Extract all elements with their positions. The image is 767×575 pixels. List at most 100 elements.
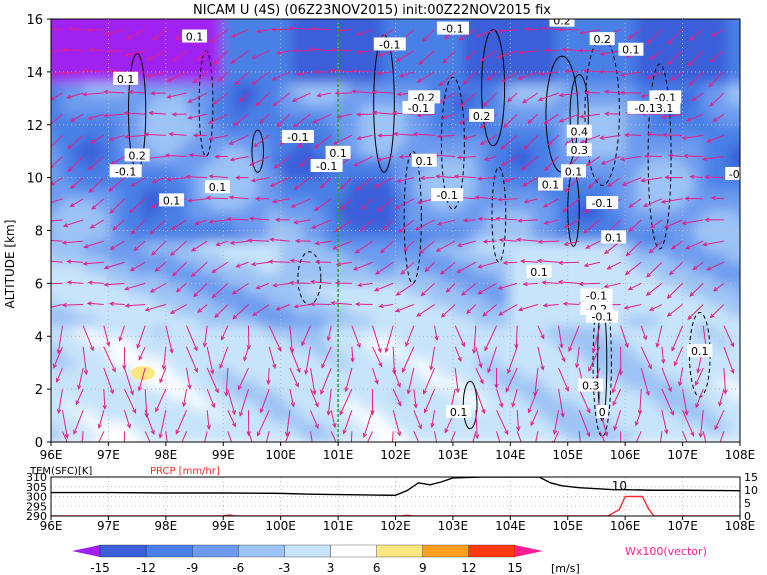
contour-label: -0.1 [591,197,612,210]
contour-label-box [182,29,208,43]
surface-x-tick-label: 103E [438,519,469,533]
wind-vector-head [251,443,254,447]
wind-vector [686,113,704,122]
wind-vector [229,134,249,145]
x-tick-label: 106E [610,448,641,462]
wind-vector-head [628,203,634,208]
wind-vector [292,92,311,102]
wind-vector-head [500,144,506,150]
wind-vector [320,177,332,189]
wind-vector-head [207,119,213,124]
wind-vector-head [273,164,279,169]
wind-vector-head [266,380,271,386]
wind-vector-head [128,208,134,214]
wind-vector-head [612,401,617,407]
wind-vector [203,325,208,347]
wind-vector [475,346,482,368]
wind-vector-head [422,389,427,395]
wind-vector-head [459,102,464,108]
wind-vector [430,346,436,370]
wind-vector-head [355,186,361,191]
wind-vector [498,282,518,290]
wind-vector [212,261,229,273]
surface-x-tick-label: 101E [323,519,354,533]
wind-vector-head [255,284,261,290]
wind-vector-head [66,94,72,99]
contour-label-box [566,143,592,157]
wind-vector-head [62,223,69,228]
wind-vector [310,281,332,284]
wind-vector [227,388,236,415]
wind-vector [457,240,477,247]
wind-vector [558,367,569,391]
wind-vector [51,219,63,222]
wind-vector-head [377,52,383,57]
wind-vector [559,92,580,97]
wind-vector-head [441,114,447,120]
wind-vector-head [704,217,710,223]
contour-label-box [526,264,552,278]
wind-vector [407,367,415,394]
wind-vector [454,346,462,362]
wind-vector-head [289,258,295,263]
wind-vector [169,133,187,136]
wind-vector-head [543,220,549,225]
wind-vector-head [478,363,483,369]
wind-vector-head [681,220,687,226]
surface-x-tick-label: 108E [725,519,756,533]
wind-vector-head [563,241,569,247]
wind-vector-head [272,101,278,107]
wind-vector [333,134,353,145]
wind-vector-head [231,33,237,38]
wind-vector-head [710,195,716,201]
contour-label-box [408,90,441,104]
wind-vector-head [456,155,462,160]
wind-vector [643,198,663,207]
wind-vector [294,177,311,190]
wind-vector-head [416,113,422,118]
wind-vector-head [434,335,439,342]
wind-vector-head [695,403,700,409]
wind-vector [269,261,290,263]
wind-vector-head [149,229,155,235]
wind-vector-head [297,143,303,148]
wind-vector [330,431,337,442]
wind-vector [352,70,373,73]
wind-vector [252,304,270,316]
colorbar-box [192,544,239,558]
wind-vector-head [284,431,290,438]
contour-label-box [578,378,604,392]
wind-vector-head [356,49,362,55]
wind-vector [197,304,208,313]
wind-vector-head [321,363,326,369]
wind-vector-head [228,195,234,200]
wind-vector [361,198,373,210]
wind-vector [544,113,559,124]
wind-vector [512,388,518,407]
wind-vector [496,410,509,435]
wind-vector [230,155,249,161]
wind-vector [357,134,373,140]
wind-vector-head [664,175,670,180]
wind-vector-head [497,197,503,202]
wind-vector-head [187,115,193,120]
wind-vector-head [356,31,362,36]
wind-vector [188,92,208,103]
wind-vector-head [231,290,237,295]
wind-vector-head [175,35,181,41]
wind-vector-head [394,204,400,209]
wind-vector-head [436,221,442,226]
wind-vector [601,156,621,165]
wind-vector [378,50,394,57]
wind-vector-head [169,348,174,354]
wind-vector [585,92,600,94]
temperature-tick-label: 295 [26,500,47,513]
wind-vector-head [646,272,651,278]
wind-vector-head [457,356,462,363]
wind-vector [682,219,704,225]
wind-vector [629,198,642,208]
wind-vector-head [511,402,516,408]
wind-vector [442,50,456,64]
wind-vector-head [557,279,563,285]
wind-vector-head [540,334,545,340]
